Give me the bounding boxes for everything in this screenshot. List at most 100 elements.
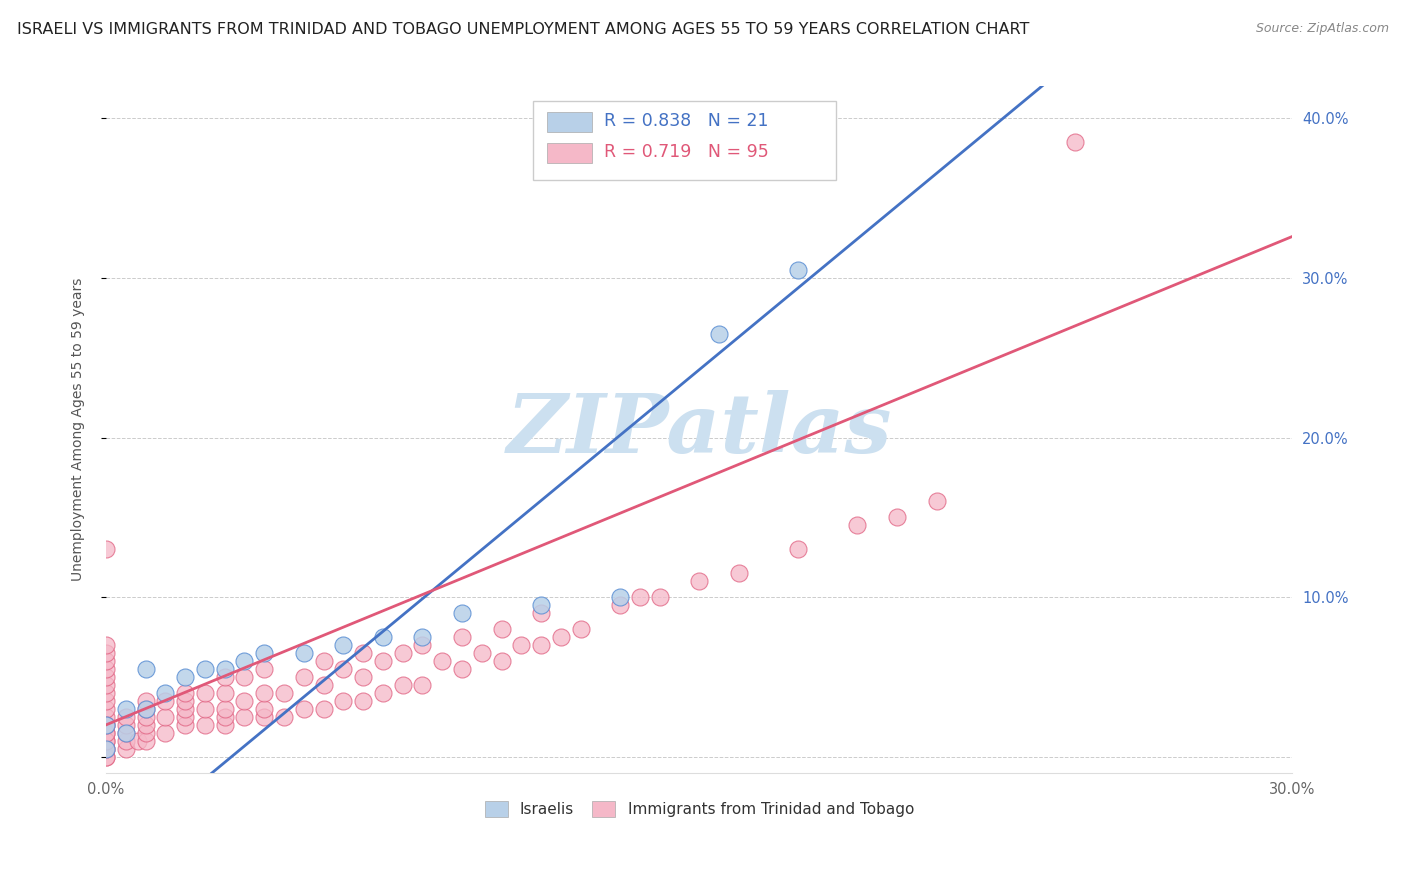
Point: [155, 694, 177, 708]
Point: [707, 326, 730, 341]
Point: [94, 678, 117, 692]
Point: [371, 686, 394, 700]
Point: [94, 726, 117, 740]
Text: Source: ZipAtlas.com: Source: ZipAtlas.com: [1256, 22, 1389, 36]
Point: [135, 702, 157, 716]
Point: [214, 702, 236, 716]
Point: [292, 702, 315, 716]
Point: [94, 638, 117, 652]
Point: [94, 542, 117, 557]
Point: [648, 590, 671, 604]
Point: [94, 694, 117, 708]
Point: [94, 749, 117, 764]
Point: [787, 263, 810, 277]
Point: [688, 574, 710, 589]
Point: [194, 718, 217, 732]
Point: [135, 702, 157, 716]
Point: [115, 741, 138, 756]
Point: [135, 694, 157, 708]
Point: [174, 710, 197, 724]
Point: [451, 662, 474, 676]
Point: [214, 686, 236, 700]
Bar: [547, 112, 592, 132]
Point: [233, 694, 256, 708]
Point: [155, 726, 177, 740]
Text: R = 0.719   N = 95: R = 0.719 N = 95: [605, 143, 769, 161]
Point: [727, 566, 749, 581]
Point: [925, 494, 948, 508]
Point: [174, 718, 197, 732]
Point: [352, 646, 374, 660]
Point: [94, 726, 117, 740]
Point: [371, 654, 394, 668]
Point: [273, 710, 295, 724]
Point: [94, 749, 117, 764]
Point: [550, 630, 572, 644]
Point: [312, 654, 335, 668]
Point: [155, 710, 177, 724]
Point: [174, 702, 197, 716]
Point: [94, 734, 117, 748]
Point: [155, 686, 177, 700]
Point: [292, 646, 315, 660]
Point: [233, 670, 256, 684]
Point: [174, 686, 197, 700]
Point: [846, 518, 869, 533]
Point: [194, 662, 217, 676]
Point: [94, 646, 117, 660]
Point: [94, 734, 117, 748]
Point: [411, 638, 433, 652]
Point: [94, 741, 117, 756]
Text: ISRAELI VS IMMIGRANTS FROM TRINIDAD AND TOBAGO UNEMPLOYMENT AMONG AGES 55 TO 59 : ISRAELI VS IMMIGRANTS FROM TRINIDAD AND …: [17, 22, 1029, 37]
Point: [115, 718, 138, 732]
Point: [115, 710, 138, 724]
Point: [312, 678, 335, 692]
Legend: Israelis, Immigrants from Trinidad and Tobago: Israelis, Immigrants from Trinidad and T…: [478, 796, 920, 823]
Point: [391, 646, 413, 660]
FancyBboxPatch shape: [533, 102, 835, 180]
Point: [194, 702, 217, 716]
Point: [391, 678, 413, 692]
Point: [94, 741, 117, 756]
Point: [253, 710, 276, 724]
Point: [214, 662, 236, 676]
Point: [135, 718, 157, 732]
Point: [292, 670, 315, 684]
Point: [569, 622, 592, 636]
Point: [371, 630, 394, 644]
Y-axis label: Unemployment Among Ages 55 to 59 years: Unemployment Among Ages 55 to 59 years: [72, 278, 86, 582]
Point: [214, 710, 236, 724]
Point: [886, 510, 908, 524]
Point: [530, 638, 553, 652]
Point: [332, 694, 354, 708]
Point: [787, 542, 810, 557]
Bar: [547, 143, 592, 163]
Point: [94, 718, 117, 732]
Point: [194, 686, 217, 700]
Point: [174, 670, 197, 684]
Point: [253, 702, 276, 716]
Point: [115, 702, 138, 716]
Point: [94, 741, 117, 756]
Point: [94, 710, 117, 724]
Point: [115, 726, 138, 740]
Point: [233, 654, 256, 668]
Point: [273, 686, 295, 700]
Point: [135, 726, 157, 740]
Point: [253, 686, 276, 700]
Point: [491, 622, 513, 636]
Point: [432, 654, 454, 668]
Point: [411, 678, 433, 692]
Point: [135, 734, 157, 748]
Point: [135, 710, 157, 724]
Text: ZIPatlas: ZIPatlas: [506, 390, 891, 469]
Point: [94, 686, 117, 700]
Point: [491, 654, 513, 668]
Point: [94, 718, 117, 732]
Point: [94, 702, 117, 716]
Point: [214, 670, 236, 684]
Point: [135, 662, 157, 676]
Point: [471, 646, 494, 660]
Point: [233, 710, 256, 724]
Point: [352, 694, 374, 708]
